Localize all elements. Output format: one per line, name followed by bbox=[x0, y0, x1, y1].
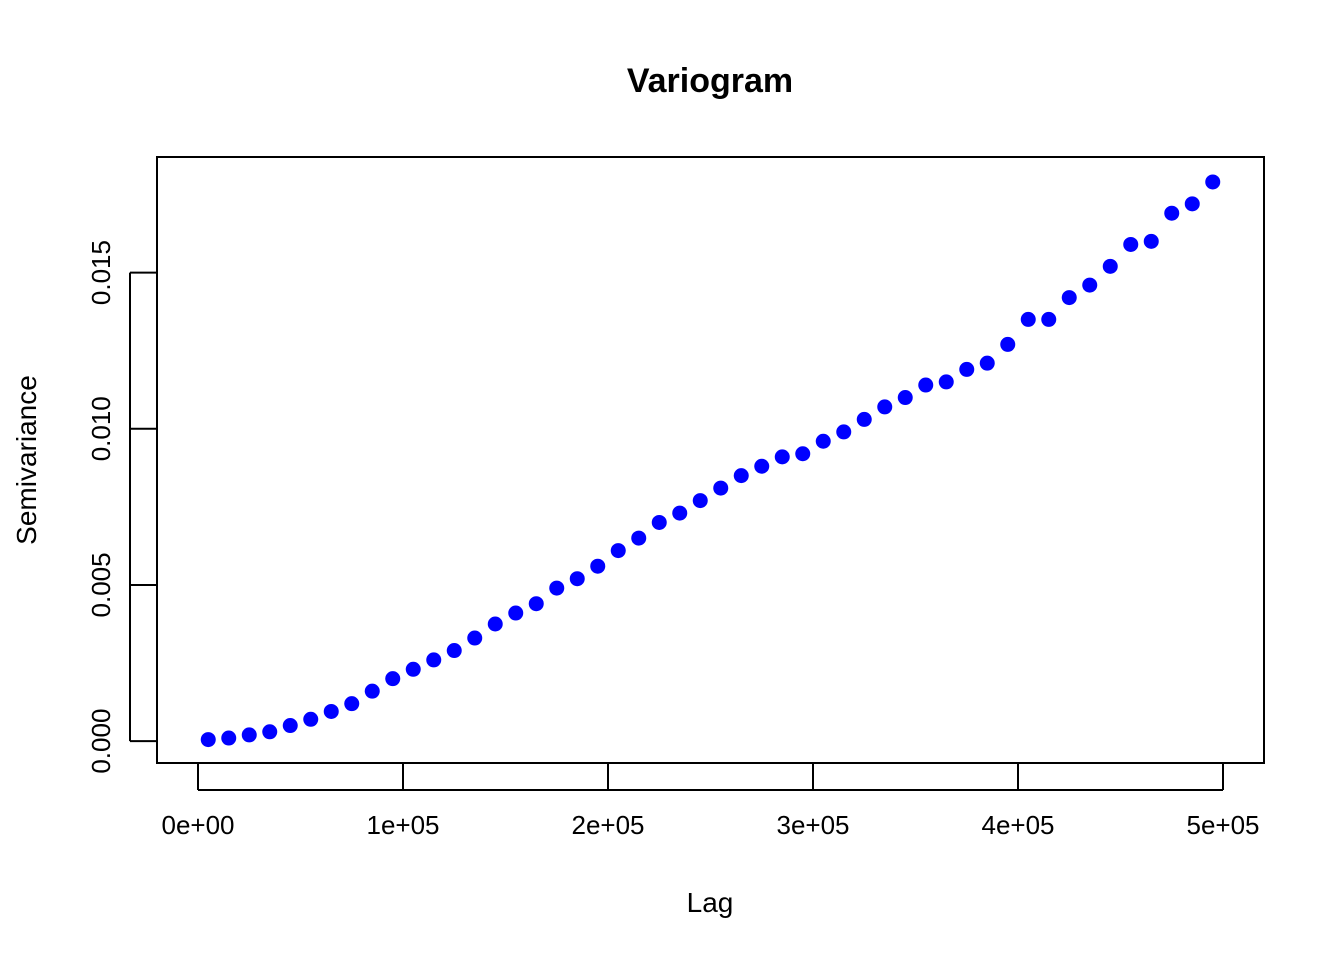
data-point bbox=[610, 543, 626, 559]
x-tick-label: 3e+05 bbox=[776, 810, 849, 840]
data-point bbox=[713, 480, 729, 496]
data-point bbox=[262, 724, 278, 740]
data-point bbox=[918, 377, 934, 393]
data-point bbox=[1061, 290, 1077, 306]
data-point bbox=[959, 361, 975, 377]
data-point bbox=[221, 730, 237, 746]
y-tick-label: 0.015 bbox=[86, 240, 116, 305]
data-point bbox=[282, 718, 298, 734]
x-tick-label: 0e+00 bbox=[161, 810, 234, 840]
data-point bbox=[528, 596, 544, 612]
data-point bbox=[856, 411, 872, 427]
data-point bbox=[467, 630, 483, 646]
data-point bbox=[672, 505, 688, 521]
data-point bbox=[200, 732, 216, 748]
data-point bbox=[1164, 205, 1180, 221]
y-tick-label: 0.000 bbox=[86, 709, 116, 774]
data-point bbox=[364, 683, 380, 699]
y-tick-label: 0.005 bbox=[86, 552, 116, 617]
data-point bbox=[733, 468, 749, 484]
data-point bbox=[1102, 258, 1118, 274]
data-point bbox=[385, 671, 401, 687]
x-tick-label: 5e+05 bbox=[1186, 810, 1259, 840]
data-point bbox=[1205, 174, 1221, 190]
x-tick-label: 2e+05 bbox=[571, 810, 644, 840]
x-axis-label: Lag bbox=[687, 887, 734, 918]
data-point bbox=[508, 605, 524, 621]
data-point bbox=[836, 424, 852, 440]
data-point bbox=[877, 399, 893, 415]
x-tick-label: 1e+05 bbox=[366, 810, 439, 840]
data-point bbox=[754, 458, 770, 474]
data-point bbox=[1184, 196, 1200, 212]
data-point bbox=[815, 433, 831, 449]
data-point bbox=[1041, 311, 1057, 327]
data-point bbox=[241, 727, 257, 743]
data-point bbox=[938, 374, 954, 390]
data-point bbox=[1143, 233, 1159, 249]
data-point bbox=[795, 446, 811, 462]
chart-title: Variogram bbox=[627, 62, 793, 100]
data-point bbox=[1000, 336, 1016, 352]
data-point bbox=[1020, 311, 1036, 327]
data-point bbox=[303, 711, 319, 727]
data-point bbox=[897, 390, 913, 406]
data-point bbox=[651, 514, 667, 530]
data-point bbox=[569, 571, 585, 587]
data-point bbox=[549, 580, 565, 596]
data-point bbox=[426, 652, 442, 668]
data-point bbox=[590, 558, 606, 574]
data-point bbox=[1082, 277, 1098, 293]
data-point bbox=[487, 616, 503, 632]
data-point bbox=[1123, 236, 1139, 252]
x-axis: 0e+00 1e+05 2e+05 3e+05 4e+05 5e+05 bbox=[161, 764, 1260, 840]
y-axis: 0.000 0.005 0.010 0.015 bbox=[86, 240, 156, 774]
data-point bbox=[692, 493, 708, 509]
plot-frame bbox=[156, 156, 1265, 764]
data-points bbox=[200, 174, 1221, 748]
data-point bbox=[446, 643, 462, 659]
data-point bbox=[344, 696, 360, 712]
data-point bbox=[774, 449, 790, 465]
data-point bbox=[631, 530, 647, 546]
y-tick-label: 0.010 bbox=[86, 396, 116, 461]
data-point bbox=[323, 703, 339, 719]
data-point bbox=[979, 355, 995, 371]
x-tick-label: 4e+05 bbox=[981, 810, 1054, 840]
data-point bbox=[405, 661, 421, 677]
y-axis-label: Semivariance bbox=[11, 375, 42, 545]
